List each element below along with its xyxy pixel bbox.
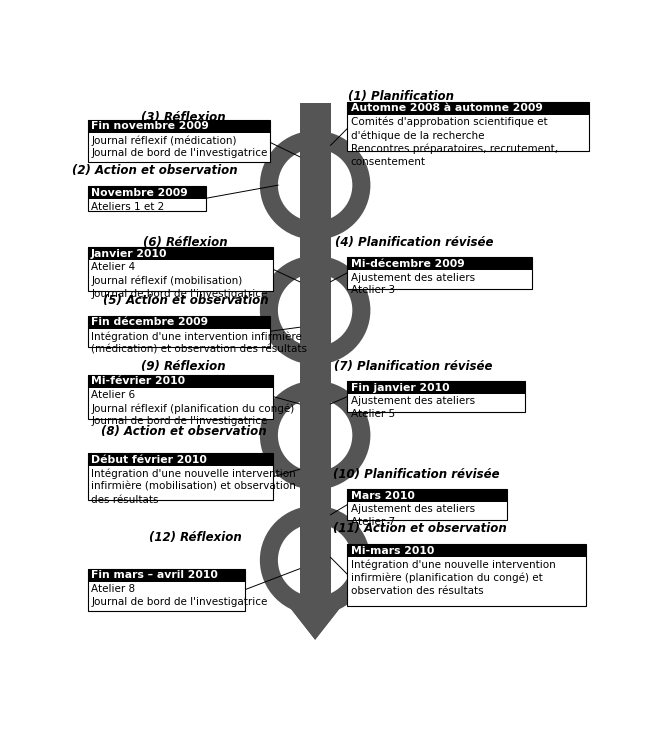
Bar — [347, 545, 587, 606]
Bar — [88, 569, 245, 582]
Bar — [347, 382, 525, 394]
Bar — [88, 316, 271, 347]
Text: (5) Action et observation: (5) Action et observation — [103, 294, 269, 307]
Text: Fin mars – avril 2010: Fin mars – avril 2010 — [91, 570, 218, 580]
Bar — [88, 316, 271, 329]
Text: Fin novembre 2009: Fin novembre 2009 — [91, 121, 209, 131]
Text: Mi-mars 2010: Mi-mars 2010 — [351, 546, 434, 556]
Text: Fin janvier 2010: Fin janvier 2010 — [351, 383, 450, 393]
Text: Ajustement des ateliers
Atelier 5: Ajustement des ateliers Atelier 5 — [351, 396, 475, 419]
Text: Automne 2008 à automne 2009: Automne 2008 à automne 2009 — [351, 103, 542, 113]
Text: Début février 2010: Début février 2010 — [91, 455, 207, 465]
Text: (4) Planification révisée: (4) Planification révisée — [335, 236, 493, 249]
Text: Mars 2010: Mars 2010 — [351, 491, 414, 500]
Polygon shape — [288, 606, 342, 640]
Text: Atelier 6
Journal réflexif (planification du congé)
Journal de bord de l'investi: Atelier 6 Journal réflexif (planificatio… — [91, 390, 294, 427]
Text: Novembre 2009: Novembre 2009 — [91, 187, 188, 198]
Text: (3) Réflexion: (3) Réflexion — [141, 111, 225, 124]
Text: (12) Réflexion: (12) Réflexion — [149, 531, 241, 545]
Bar — [88, 186, 206, 211]
Text: Intégration d'une intervention infirmière
(médication) et observation des résult: Intégration d'une intervention infirmièr… — [91, 331, 307, 354]
Text: Comités d'approbation scientifique et
d'éthique de la recherche
Rencontres prépa: Comités d'approbation scientifique et d'… — [351, 117, 558, 167]
Text: Intégration d'une nouvelle intervention
infirmière (planification du congé) et
o: Intégration d'une nouvelle intervention … — [351, 559, 556, 596]
Bar — [347, 102, 589, 114]
Text: Fin décembre 2009: Fin décembre 2009 — [91, 317, 208, 328]
Text: (8) Action et observation: (8) Action et observation — [101, 425, 267, 438]
Bar — [300, 103, 331, 606]
Bar — [347, 382, 525, 413]
Bar — [88, 375, 273, 388]
Text: (9) Réflexion: (9) Réflexion — [141, 359, 226, 373]
Text: Intégration d'une nouvelle intervention
infirmière (mobilisation) et observation: Intégration d'une nouvelle intervention … — [91, 469, 296, 505]
Bar — [88, 120, 271, 162]
Bar — [88, 186, 206, 199]
Text: (7) Planification révisée: (7) Planification révisée — [334, 359, 493, 373]
Text: Journal réflexif (médication)
Journal de bord de l'investigatrice: Journal réflexif (médication) Journal de… — [91, 135, 267, 159]
Text: (6) Réflexion: (6) Réflexion — [143, 236, 228, 249]
Bar — [88, 375, 273, 419]
Polygon shape — [288, 606, 342, 640]
Bar — [347, 489, 507, 502]
Text: (2) Action et observation: (2) Action et observation — [72, 164, 237, 176]
Bar — [88, 120, 271, 133]
Text: Atelier 4
Journal réflexif (mobilisation)
Journal de bord de l'investigatrice: Atelier 4 Journal réflexif (mobilisation… — [91, 262, 267, 299]
Text: (10) Planification révisée: (10) Planification révisée — [333, 468, 499, 480]
Bar — [347, 102, 589, 151]
Bar — [88, 247, 273, 260]
Bar — [347, 258, 532, 289]
Text: (11) Action et observation: (11) Action et observation — [333, 522, 507, 534]
Bar — [88, 569, 245, 611]
Text: (1) Planification: (1) Planification — [349, 90, 454, 103]
Bar — [347, 545, 587, 557]
Text: Ateliers 1 et 2: Ateliers 1 et 2 — [91, 201, 164, 212]
Bar — [88, 453, 273, 500]
Bar — [347, 258, 532, 270]
Bar — [300, 103, 331, 606]
Bar — [88, 247, 273, 292]
Text: Mi-février 2010: Mi-février 2010 — [91, 376, 185, 387]
Text: Ajustement des ateliers
Atelier 3: Ajustement des ateliers Atelier 3 — [351, 272, 475, 295]
Text: Janvier 2010: Janvier 2010 — [91, 249, 168, 258]
Text: Ajustement des ateliers
Atelier 7: Ajustement des ateliers Atelier 7 — [351, 504, 475, 527]
Bar — [347, 489, 507, 520]
Bar — [88, 453, 273, 466]
Text: Atelier 8
Journal de bord de l'investigatrice: Atelier 8 Journal de bord de l'investiga… — [91, 584, 267, 607]
Text: Mi-décembre 2009: Mi-décembre 2009 — [351, 259, 464, 269]
